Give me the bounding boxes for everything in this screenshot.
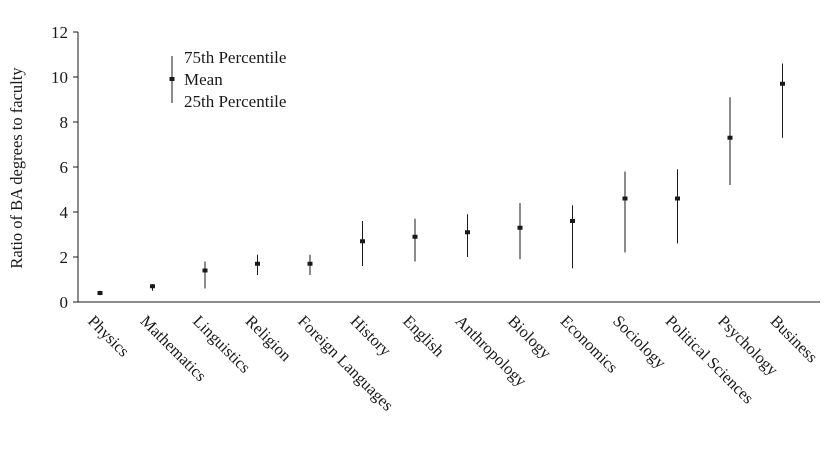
x-tick-label: Religion bbox=[242, 311, 296, 365]
y-tick-label: 10 bbox=[51, 68, 68, 87]
mean-marker bbox=[307, 261, 313, 266]
y-axis-label: Ratio of BA degrees to faculty bbox=[7, 67, 26, 269]
range-mark bbox=[465, 214, 470, 257]
x-tick-label: Foreign Languages bbox=[294, 311, 397, 414]
range-mark bbox=[307, 254, 313, 275]
mean-marker bbox=[780, 81, 785, 86]
x-axis: Physics MathematicsLinguisticsReligionFor… bbox=[78, 301, 822, 415]
x-tick-label: English bbox=[399, 311, 449, 361]
y-tick-label: 12 bbox=[51, 23, 68, 42]
y-tick-label: 2 bbox=[60, 248, 69, 267]
mean-marker bbox=[150, 284, 155, 289]
range-mark bbox=[360, 221, 365, 266]
mean-marker bbox=[412, 234, 418, 239]
legend-label-75th: 75th Percentile bbox=[184, 48, 286, 67]
range-mark bbox=[517, 203, 523, 260]
mean-marker bbox=[570, 219, 575, 223]
mean-marker bbox=[727, 135, 733, 140]
legend: 75th Percentile Mean 25th Percentile bbox=[169, 48, 286, 111]
mean-marker bbox=[360, 239, 365, 244]
chart-marks bbox=[97, 63, 785, 296]
mean-marker bbox=[675, 196, 680, 201]
range-mark bbox=[570, 205, 575, 269]
y-tick-label: 6 bbox=[60, 158, 69, 177]
range-mark bbox=[412, 218, 418, 262]
y-tick-label: 0 bbox=[60, 293, 69, 312]
mean-marker bbox=[465, 230, 470, 235]
mean-marker bbox=[255, 261, 260, 266]
range-mark bbox=[150, 284, 155, 291]
mean-marker bbox=[97, 291, 103, 295]
range-mark bbox=[622, 171, 628, 253]
range-mark bbox=[727, 97, 733, 185]
y-tick-label: 8 bbox=[60, 113, 69, 132]
mean-marker bbox=[517, 225, 523, 230]
x-tick-label: Physics bbox=[84, 311, 133, 360]
range-mark bbox=[675, 169, 680, 244]
mean-marker bbox=[202, 268, 208, 273]
legend-mean-symbol bbox=[169, 77, 175, 81]
y-axis: 0 2 4 6 8 10 12 bbox=[51, 23, 79, 312]
y-tick-label: 4 bbox=[60, 203, 69, 222]
range-mark bbox=[202, 261, 208, 289]
range-mark bbox=[97, 290, 103, 296]
mean-marker bbox=[622, 196, 628, 201]
x-tick-label: History bbox=[347, 311, 396, 360]
legend-label-25th: 25th Percentile bbox=[184, 92, 286, 111]
legend-label-mean: Mean bbox=[184, 70, 223, 89]
range-mark bbox=[780, 63, 785, 138]
x-tick-label: Biology bbox=[504, 311, 556, 363]
range-mark bbox=[255, 254, 260, 275]
